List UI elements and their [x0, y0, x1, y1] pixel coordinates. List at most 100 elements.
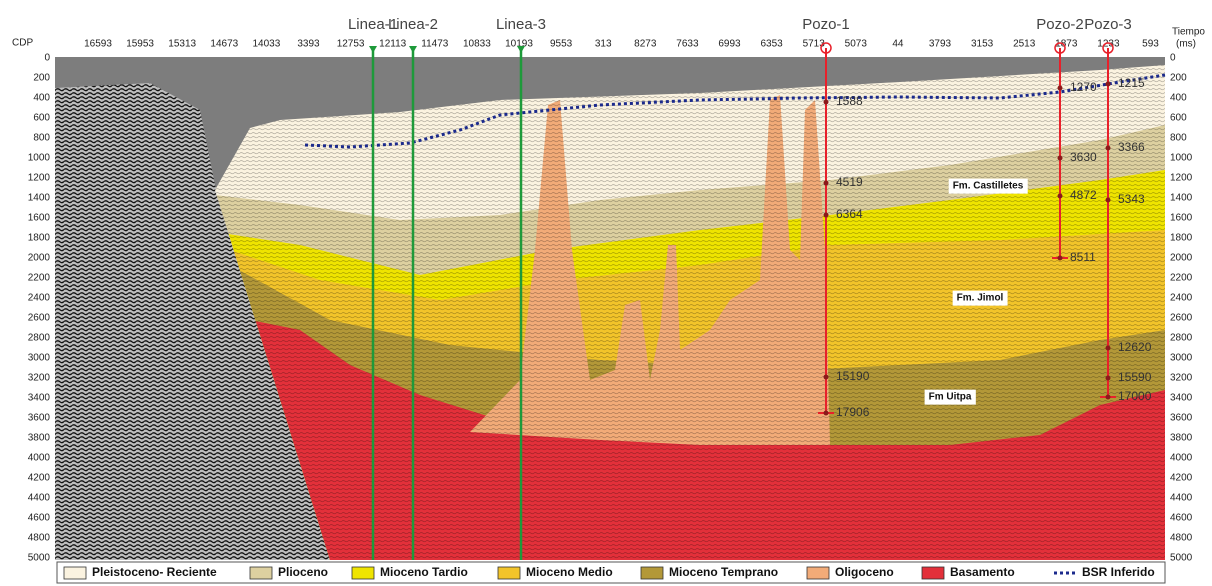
layers	[200, 57, 1165, 560]
depth-label: 1215	[1118, 76, 1145, 90]
cdp-tick: 12753	[337, 39, 365, 50]
cdp-tick: 14033	[252, 39, 280, 50]
cdp-tick: 7633	[676, 39, 699, 50]
depth-marker	[1106, 346, 1111, 351]
depth-marker	[1106, 82, 1111, 87]
depth-label: 3630	[1070, 150, 1097, 164]
legend-swatch	[352, 567, 374, 579]
time-tick: 4000	[28, 453, 51, 464]
time-tick: 1400	[28, 193, 51, 204]
cdp-tick: 1873	[1055, 39, 1078, 50]
time-tick: 4600	[28, 513, 51, 524]
depth-label: 15190	[836, 369, 870, 383]
cdp-tick: 15313	[168, 39, 196, 50]
legend-label: Basamento	[950, 565, 1015, 579]
time-tick: 3800	[1170, 433, 1193, 444]
depth-label: 15590	[1118, 370, 1152, 384]
time-tick: 3200	[28, 373, 51, 384]
time-tick: 1400	[1170, 193, 1193, 204]
legend-label: Mioceno Medio	[526, 565, 613, 579]
time-tick: 2800	[1170, 333, 1193, 344]
well-label: Pozo-2	[1036, 16, 1084, 33]
time-tick: 2400	[28, 293, 51, 304]
legend-swatch	[250, 567, 272, 579]
time-tick: 2600	[1170, 313, 1193, 324]
legend-swatch	[922, 567, 944, 579]
depth-label: 1270	[1070, 80, 1097, 94]
legend-label: Plioceno	[278, 565, 328, 579]
time-tick: 4600	[1170, 513, 1193, 524]
line-label: Linea-3	[496, 16, 546, 33]
time-tick: 0	[1170, 53, 1176, 64]
cdp-tick: 3793	[929, 39, 952, 50]
depth-marker	[824, 100, 829, 105]
time-tick: 2400	[1170, 293, 1193, 304]
cdp-label: CDP	[12, 38, 33, 49]
legend-swatch	[807, 567, 829, 579]
depth-label: 8511	[1070, 250, 1096, 264]
well-label: Pozo-3	[1084, 16, 1132, 33]
time-tick: 1200	[1170, 173, 1193, 184]
depth-marker	[1106, 376, 1111, 381]
legend-label: Pleistoceno- Reciente	[92, 565, 217, 579]
time-tick: 800	[1170, 133, 1187, 144]
depth-marker	[824, 411, 829, 416]
depth-marker	[824, 213, 829, 218]
cdp-tick: 5073	[845, 39, 868, 50]
time-tick: 1200	[28, 173, 51, 184]
legend-label: Oligoceno	[835, 565, 894, 579]
depth-marker	[824, 181, 829, 186]
time-tick: 2000	[28, 253, 51, 264]
time-tick: 0	[44, 53, 50, 64]
time-tick: 200	[1170, 73, 1187, 84]
time-tick: 3200	[1170, 373, 1193, 384]
depth-label: 17906	[836, 405, 870, 419]
time-tick: 3000	[1170, 353, 1193, 364]
time-tick: 4200	[1170, 473, 1193, 484]
time-tick: 600	[1170, 113, 1187, 124]
line-label: Linea-2	[388, 16, 438, 33]
time-tick: 1600	[1170, 213, 1193, 224]
line-marker	[409, 46, 417, 53]
time-tick: 600	[33, 113, 50, 124]
time-tick: 3600	[28, 413, 51, 424]
legend-swatch	[498, 567, 520, 579]
depth-marker	[1058, 256, 1063, 261]
cdp-tick: 44	[892, 39, 904, 50]
legend-label: Mioceno Tardio	[380, 565, 468, 579]
depth-label: 5343	[1118, 192, 1145, 206]
depth-label: 12620	[1118, 340, 1152, 354]
time-tick: 2200	[28, 273, 51, 284]
time-label: (ms)	[1176, 39, 1196, 50]
cdp-tick: 14673	[210, 39, 238, 50]
depth-label: 1588	[836, 94, 863, 108]
cdp-tick: 593	[1142, 39, 1159, 50]
time-tick: 4000	[1170, 453, 1193, 464]
depth-label: 3366	[1118, 140, 1145, 154]
time-tick: 4200	[28, 473, 51, 484]
seismic-texture	[200, 57, 1165, 560]
legend-swatch	[64, 567, 86, 579]
cdp-tick: 10833	[463, 39, 491, 50]
time-tick: 4800	[28, 533, 51, 544]
time-tick: 4400	[28, 493, 51, 504]
time-tick: 1800	[1170, 233, 1193, 244]
formation-label: Fm. Castilletes	[953, 181, 1024, 192]
cdp-tick: 8273	[634, 39, 657, 50]
depth-marker	[1106, 146, 1111, 151]
time-tick: 3800	[28, 433, 51, 444]
time-tick: 5000	[28, 553, 51, 564]
depth-label: 4872	[1070, 188, 1097, 202]
time-tick: 4400	[1170, 493, 1193, 504]
cdp-tick: 2513	[1013, 39, 1036, 50]
time-tick: 1000	[1170, 153, 1193, 164]
cdp-tick: 6993	[718, 39, 741, 50]
cdp-tick: 15953	[126, 39, 154, 50]
time-tick: 3400	[1170, 393, 1193, 404]
time-tick: 3600	[1170, 413, 1193, 424]
time-tick: 400	[1170, 93, 1187, 104]
formation-label: Fm. Jimol	[957, 293, 1004, 304]
legend-label: Mioceno Temprano	[669, 565, 778, 579]
formation-label: Fm Uitpa	[929, 392, 972, 403]
depth-marker	[1058, 156, 1063, 161]
